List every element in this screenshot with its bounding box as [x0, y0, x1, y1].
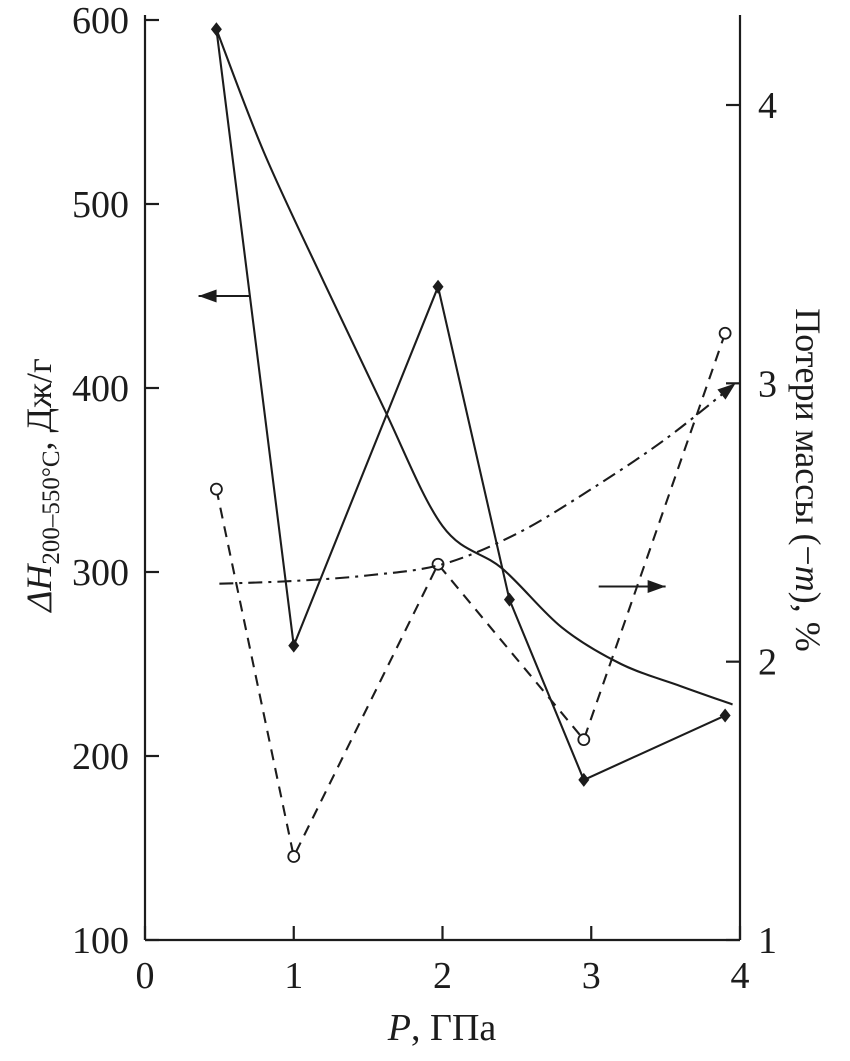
series-line: [215, 29, 726, 782]
axes: [143, 15, 742, 942]
y-right-tick-label: 3: [758, 363, 777, 405]
circle-marker: [577, 733, 591, 746]
axis-pointer-arrow-0: [198, 289, 250, 303]
diamond-marker: [288, 638, 300, 653]
diamond-marker: [432, 279, 444, 294]
y-left-label-symbol: ΔH: [18, 564, 59, 612]
arrowhead: [717, 383, 736, 400]
y-left-label-subscript: 200–550°C: [38, 450, 66, 565]
series-1: [215, 28, 733, 706]
y-right-label-text: Потери массы (−: [788, 308, 828, 566]
circle-marker: [287, 850, 301, 863]
series-2: [209, 326, 732, 863]
x-tick-label: 0: [136, 955, 155, 997]
series-0: [210, 22, 731, 787]
diamond-marker: [503, 592, 515, 607]
x-tick-label: 4: [731, 955, 750, 997]
y-left-tick-label: 300: [72, 552, 129, 594]
x-tick-label: 1: [284, 955, 303, 997]
x-tick-label: 3: [582, 955, 601, 997]
y-left-tick-label: 400: [72, 368, 129, 410]
y-left-tick-label: 500: [72, 184, 129, 226]
y-left-tick-label: 200: [72, 736, 129, 778]
circle-marker: [718, 326, 732, 340]
y-right-label-symbol: m: [788, 565, 828, 592]
y-left-tick-label: 100: [72, 920, 129, 962]
x-axis-label: P, ГПа: [388, 1006, 497, 1050]
y-right-tick-label: 2: [758, 642, 777, 684]
series-3: [219, 382, 737, 585]
series-line: [215, 28, 733, 706]
y-axis-left-label: ΔH200–550°C, Дж/г: [18, 358, 66, 612]
x-label-symbol: P: [387, 1007, 411, 1049]
x-tick-label: 2: [433, 955, 452, 997]
circle-marker: [209, 482, 223, 496]
diamond-marker: [578, 772, 590, 787]
series-line: [215, 332, 727, 860]
axis-pointer-arrow-1: [598, 580, 666, 594]
x-label-units: , ГПа: [410, 1007, 497, 1049]
y-right-label-units: ), %: [788, 591, 828, 652]
diamond-marker: [719, 708, 731, 723]
y-left-tick-label: 600: [72, 0, 129, 42]
y-right-tick-label: 4: [758, 85, 777, 127]
arrowhead: [198, 289, 217, 303]
y-axis-right-label: Потери массы (−m), %: [787, 308, 829, 651]
tick-labels: 600 500 400 300 200 100 4 3 2 1 0 1 2 3 4: [72, 0, 777, 997]
y-left-label-units: , Дж/г: [18, 358, 59, 451]
y-right-tick-label: 1: [758, 920, 777, 962]
arrowhead: [647, 580, 666, 594]
